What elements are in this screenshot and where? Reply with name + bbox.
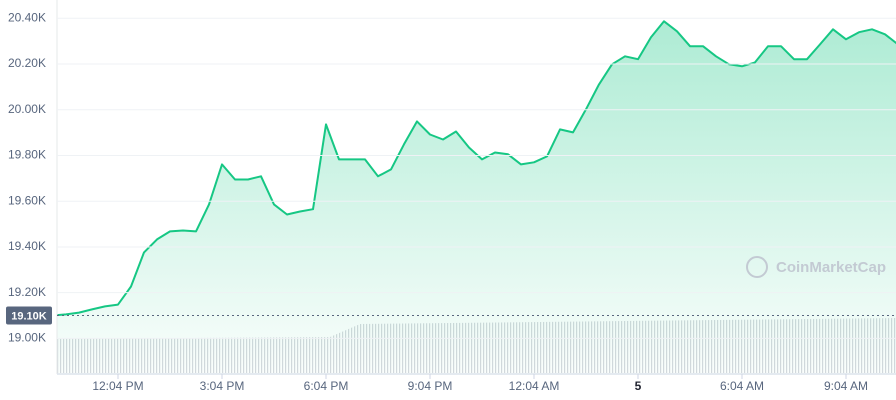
y-tick-label: 20.20K bbox=[8, 56, 46, 70]
x-tick-label: 12:04 PM bbox=[92, 379, 143, 393]
watermark-icon bbox=[746, 256, 768, 278]
y-tick-label: 19.80K bbox=[8, 148, 46, 162]
x-tick-label: 6:04 PM bbox=[304, 379, 349, 393]
reference-label: 19.10K bbox=[11, 310, 47, 322]
y-tick-label: 19.60K bbox=[8, 193, 46, 207]
x-tick-label: 5 bbox=[635, 379, 642, 393]
x-tick-label: 3:04 PM bbox=[200, 379, 245, 393]
y-tick-label: 20.00K bbox=[8, 102, 46, 116]
reference-label-box bbox=[6, 306, 52, 325]
price-line bbox=[57, 20, 896, 317]
y-tick-label: 19.00K bbox=[8, 331, 46, 345]
y-tick-label: 19.40K bbox=[8, 239, 46, 253]
y-tick-label: 20.40K bbox=[8, 10, 46, 24]
x-tick-label: 9:04 PM bbox=[408, 379, 453, 393]
x-tick-label: 6:04 AM bbox=[720, 379, 764, 393]
x-tick-label: 9:04 AM bbox=[824, 379, 868, 393]
watermark-text: CoinMarketCap bbox=[776, 259, 886, 276]
y-tick-label: 19.20K bbox=[8, 285, 46, 299]
area bbox=[57, 21, 896, 375]
x-tick-label: 12:04 AM bbox=[509, 379, 560, 393]
watermark: CoinMarketCap bbox=[746, 256, 886, 278]
